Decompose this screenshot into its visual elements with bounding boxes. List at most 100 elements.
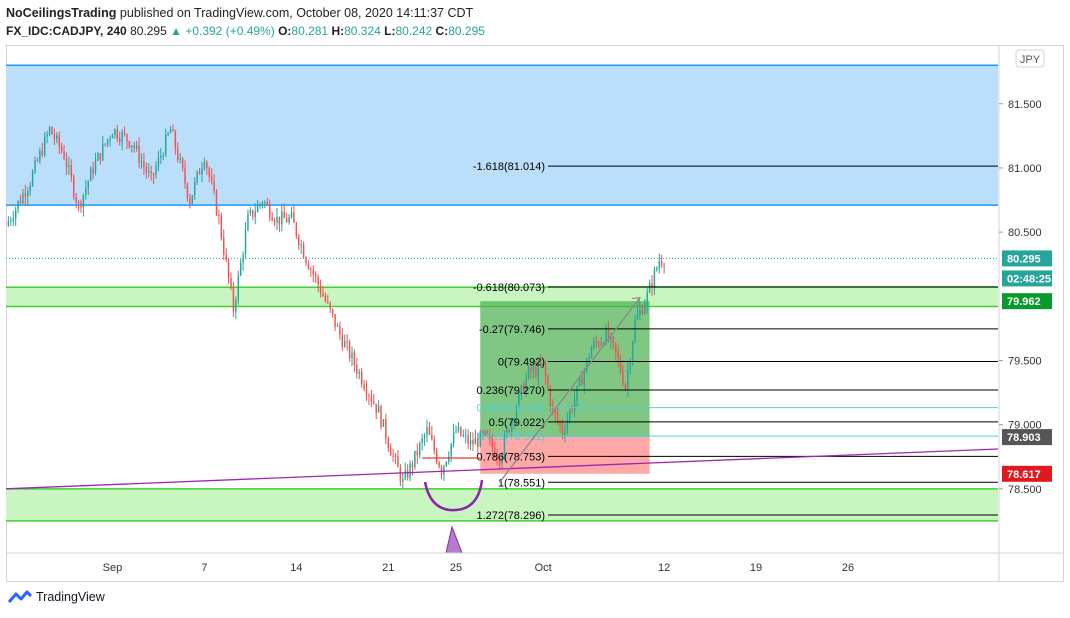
candle-body[interactable] bbox=[259, 203, 261, 205]
candle-body[interactable] bbox=[600, 342, 602, 346]
zone-2[interactable] bbox=[6, 488, 998, 521]
candle-body[interactable] bbox=[138, 145, 140, 163]
candle-body[interactable] bbox=[346, 341, 348, 343]
candle-body[interactable] bbox=[455, 431, 457, 433]
candle-body[interactable] bbox=[290, 212, 293, 218]
candle-body[interactable] bbox=[610, 336, 612, 340]
candle-body[interactable] bbox=[554, 408, 556, 414]
candle-body[interactable] bbox=[344, 341, 346, 348]
candle-body[interactable] bbox=[556, 413, 559, 422]
candle-body[interactable] bbox=[508, 430, 510, 433]
candle-body[interactable] bbox=[213, 181, 215, 192]
candle-body[interactable] bbox=[392, 455, 394, 457]
candle-body[interactable] bbox=[307, 263, 310, 270]
candle-body[interactable] bbox=[128, 141, 131, 148]
candle-body[interactable] bbox=[283, 211, 285, 219]
candle-body[interactable] bbox=[370, 396, 373, 402]
candle-body[interactable] bbox=[143, 161, 145, 167]
candle-body[interactable] bbox=[513, 419, 515, 421]
candle-body[interactable] bbox=[537, 362, 540, 377]
candle-body[interactable] bbox=[247, 213, 249, 231]
candle-body[interactable] bbox=[460, 426, 462, 436]
candle-body[interactable] bbox=[653, 269, 656, 289]
tradingview-brand[interactable]: TradingView bbox=[36, 590, 105, 604]
candle-body[interactable] bbox=[532, 367, 535, 373]
candle-body[interactable] bbox=[409, 463, 411, 478]
price-label-box[interactable] bbox=[1002, 465, 1052, 482]
candle-body[interactable] bbox=[561, 425, 564, 435]
candle-body[interactable] bbox=[160, 155, 162, 158]
candle-body[interactable] bbox=[123, 132, 126, 135]
candle-body[interactable] bbox=[80, 202, 82, 208]
candle-body[interactable] bbox=[356, 364, 358, 374]
candle-body[interactable] bbox=[462, 435, 465, 437]
candle-body[interactable] bbox=[382, 419, 385, 427]
candle-body[interactable] bbox=[336, 325, 339, 327]
candle-body[interactable] bbox=[387, 438, 390, 448]
candle-body[interactable] bbox=[22, 193, 24, 203]
candle-body[interactable] bbox=[203, 162, 206, 169]
candle-body[interactable] bbox=[426, 427, 428, 436]
candle-body[interactable] bbox=[377, 406, 380, 413]
candle-body[interactable] bbox=[239, 262, 242, 276]
candle-body[interactable] bbox=[598, 342, 600, 346]
candle-body[interactable] bbox=[164, 134, 167, 156]
candle-body[interactable] bbox=[133, 145, 135, 149]
price-label-box[interactable] bbox=[1002, 250, 1052, 267]
candle-body[interactable] bbox=[569, 409, 571, 420]
candle-body[interactable] bbox=[634, 319, 636, 342]
candle-body[interactable] bbox=[227, 259, 230, 278]
candle-body[interactable] bbox=[549, 388, 552, 407]
candle-body[interactable] bbox=[148, 171, 150, 173]
candle-body[interactable] bbox=[43, 136, 46, 156]
candle-body[interactable] bbox=[77, 202, 80, 204]
candle-body[interactable] bbox=[428, 427, 431, 435]
candle-body[interactable] bbox=[639, 309, 641, 315]
candle-body[interactable] bbox=[585, 358, 588, 371]
candle-body[interactable] bbox=[312, 269, 315, 275]
candle-body[interactable] bbox=[506, 430, 508, 436]
candle-body[interactable] bbox=[535, 367, 537, 377]
candle-body[interactable] bbox=[590, 347, 593, 359]
candle-body[interactable] bbox=[544, 362, 547, 377]
candle-body[interactable] bbox=[310, 269, 312, 271]
candle-body[interactable] bbox=[389, 447, 392, 456]
candle-body[interactable] bbox=[140, 161, 143, 163]
candle-body[interactable] bbox=[177, 148, 179, 161]
candle-body[interactable] bbox=[300, 244, 302, 246]
candle-body[interactable] bbox=[266, 202, 269, 204]
candle-body[interactable] bbox=[423, 435, 426, 439]
candle-body[interactable] bbox=[496, 456, 498, 460]
candle-body[interactable] bbox=[314, 274, 317, 277]
candle-body[interactable] bbox=[191, 195, 194, 204]
candle-body[interactable] bbox=[17, 200, 19, 210]
candle-body[interactable] bbox=[445, 461, 448, 466]
candle-body[interactable] bbox=[150, 171, 152, 174]
candle-body[interactable] bbox=[131, 145, 133, 148]
candle-body[interactable] bbox=[329, 302, 331, 309]
candle-body[interactable] bbox=[421, 438, 423, 444]
candle-body[interactable] bbox=[51, 127, 53, 135]
candle-body[interactable] bbox=[448, 456, 450, 462]
candle-body[interactable] bbox=[523, 385, 525, 393]
candle-body[interactable] bbox=[319, 285, 322, 294]
candle-body[interactable] bbox=[317, 276, 319, 286]
candle-body[interactable] bbox=[273, 220, 276, 223]
candle-body[interactable] bbox=[298, 236, 300, 246]
candle-body[interactable] bbox=[593, 341, 595, 348]
candle-body[interactable] bbox=[181, 158, 184, 169]
candle-body[interactable] bbox=[48, 127, 51, 135]
candle-body[interactable] bbox=[68, 165, 70, 168]
candle-body[interactable] bbox=[126, 134, 128, 142]
candle-body[interactable] bbox=[82, 194, 85, 208]
candle-body[interactable] bbox=[477, 438, 479, 447]
candle-body[interactable] bbox=[602, 342, 605, 345]
candle-body[interactable] bbox=[438, 462, 440, 468]
candle-body[interactable] bbox=[73, 176, 75, 197]
candle-body[interactable] bbox=[358, 371, 360, 374]
candle-body[interactable] bbox=[174, 131, 177, 149]
candle-body[interactable] bbox=[152, 173, 155, 176]
candle-body[interactable] bbox=[114, 129, 116, 136]
candle-body[interactable] bbox=[278, 216, 281, 225]
